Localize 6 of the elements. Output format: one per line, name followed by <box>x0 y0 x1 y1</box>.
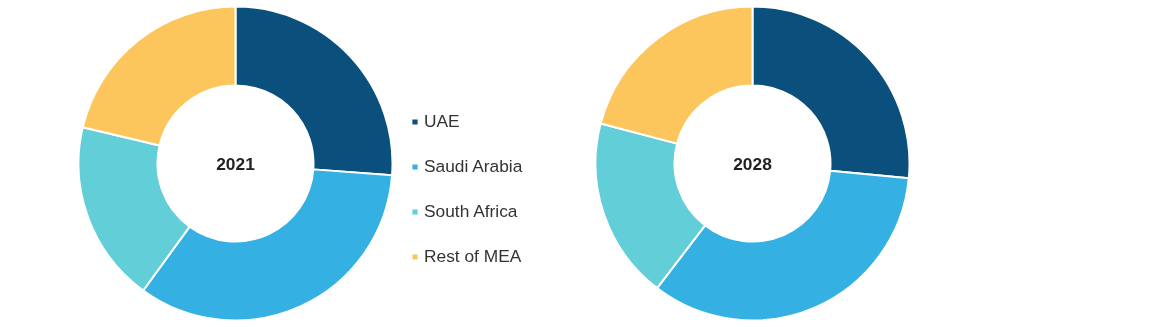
text: 2021 <box>216 153 256 174</box>
legend-label: Saudi Arabia <box>424 156 523 177</box>
legend-label: South Africa <box>424 201 518 222</box>
text: 2028 <box>733 153 773 174</box>
legend-label: UAE <box>424 111 460 132</box>
legend-label: Rest of MEA <box>424 246 522 267</box>
